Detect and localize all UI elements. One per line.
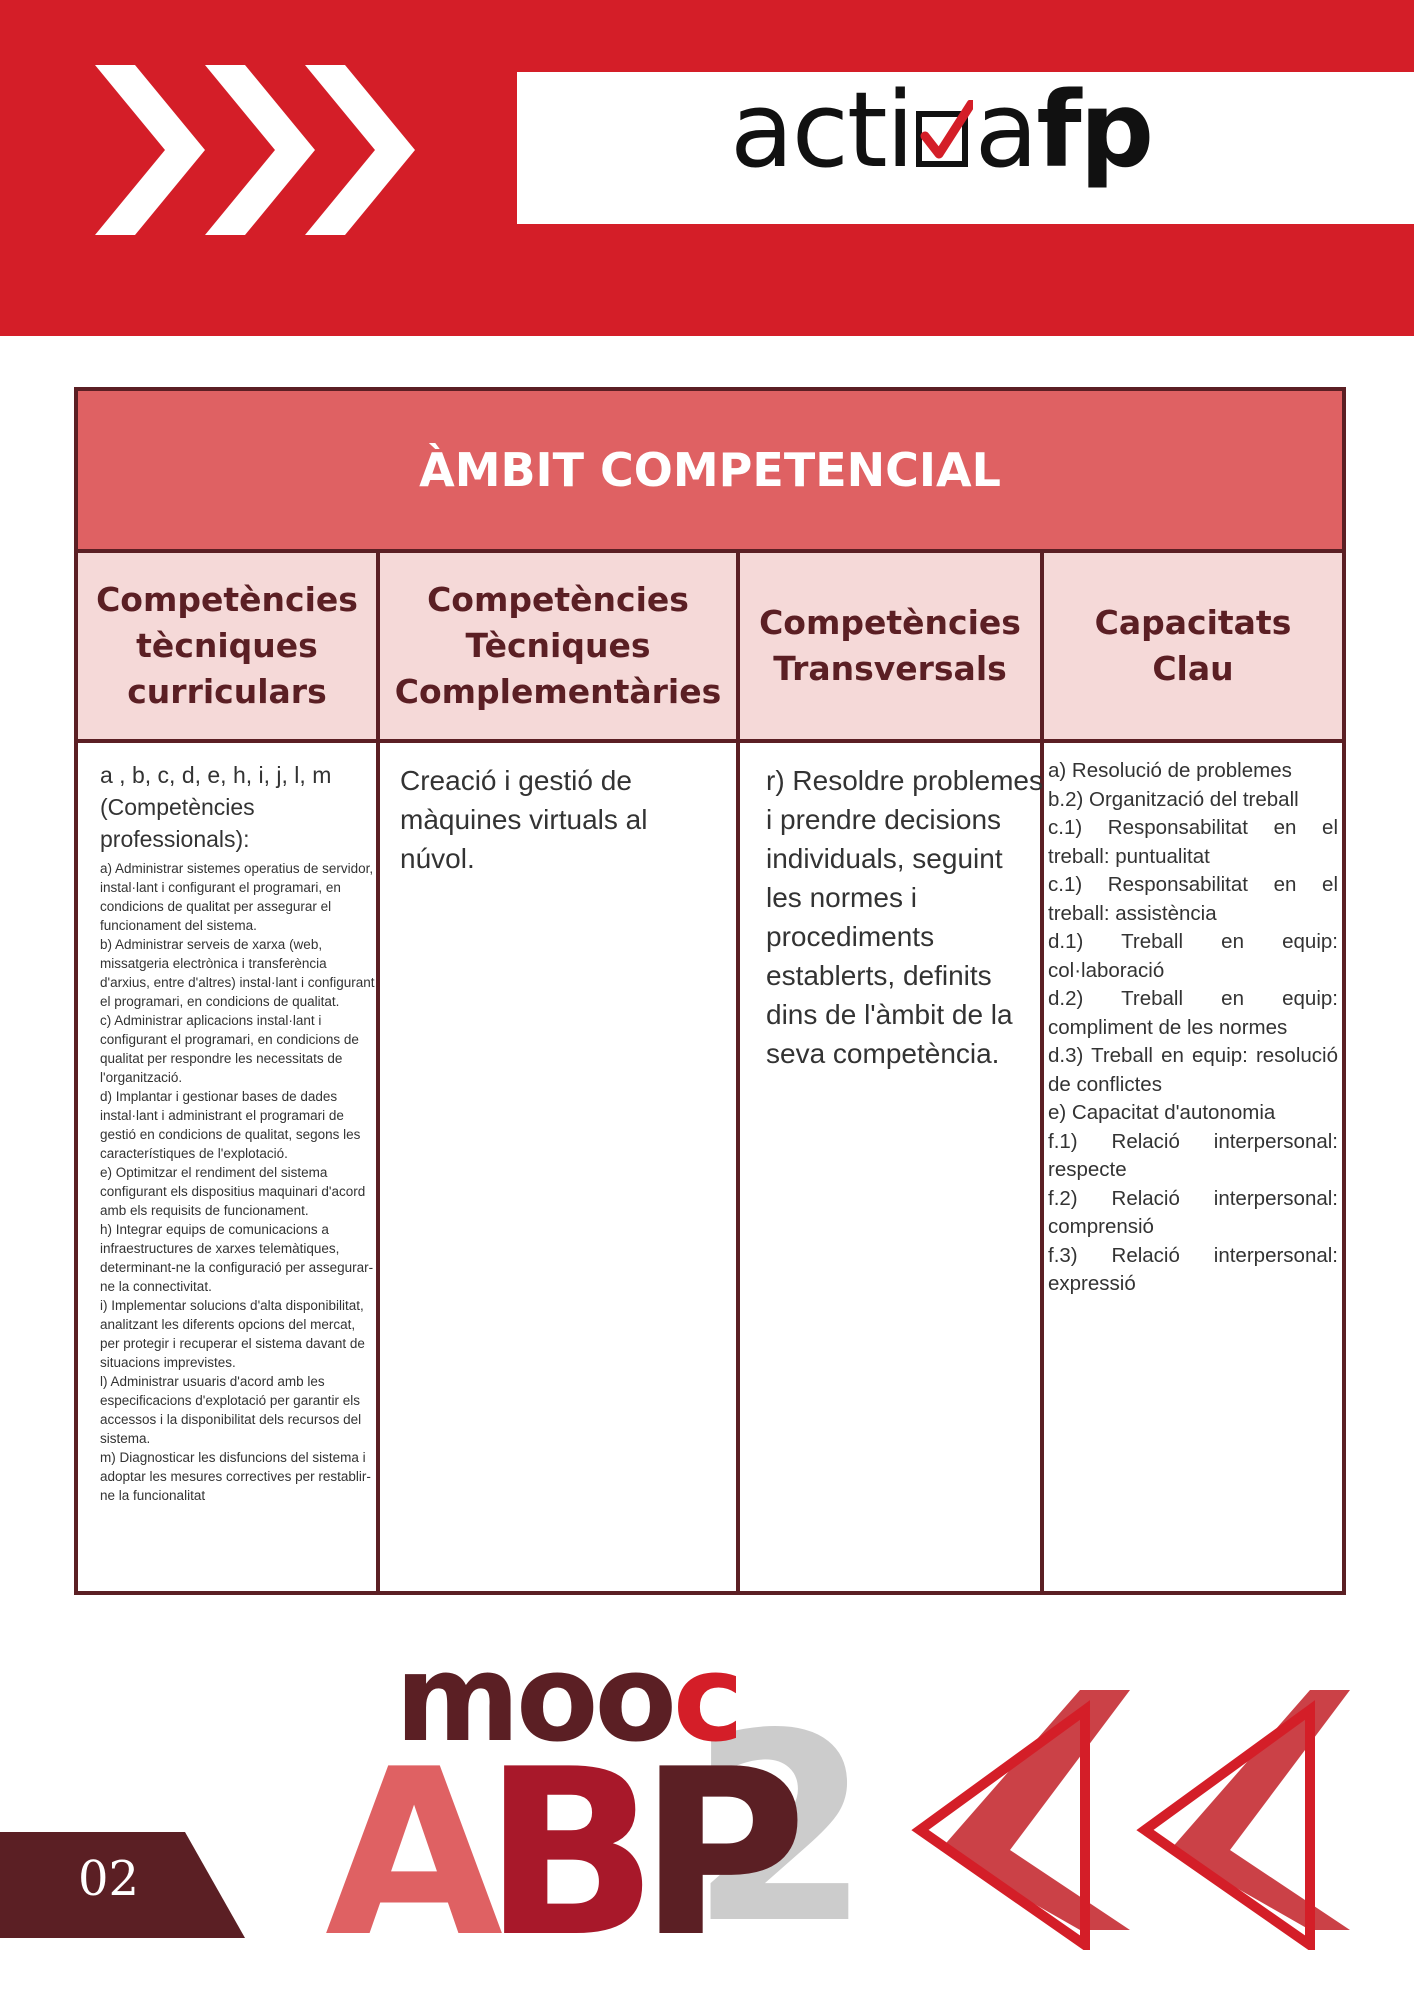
capacity-item: b.2) Organització del treball xyxy=(1048,787,1299,811)
capacity-item: c.1) Responsabilitat en el treball: punt… xyxy=(1048,816,1338,868)
complementary-competencies-cell: Creació i gestió de màquines virtuals al… xyxy=(400,765,648,874)
curricular-item: d) Implantar i gestionar bases de dades … xyxy=(100,1089,361,1161)
curricular-intro: a , b, c, d, e, h, i, j, l, m (Competènc… xyxy=(100,762,332,852)
capacity-item: c.1) Responsabilitat en el treball: assi… xyxy=(1048,873,1338,925)
column-divider xyxy=(736,553,740,1595)
mooc-wordmark: mooc xyxy=(395,1630,744,1769)
curricular-item: c) Administrar aplicacions instal·lant i… xyxy=(100,1013,359,1085)
capacity-item: d.3) Treball en equip: resolució de conf… xyxy=(1048,1044,1338,1096)
curricular-item: i) Implementar solucions d'alta disponib… xyxy=(100,1298,365,1370)
curricular-item: e) Optimitzar el rendiment del sistema c… xyxy=(100,1165,366,1218)
transversal-competencies-cell: r) Resoldre problemes i prendre decision… xyxy=(766,765,1043,1069)
column-header-complementary: Competències Tècniques Complementàries xyxy=(380,553,736,743)
capacity-item: a) Resolució de problemes xyxy=(1048,759,1292,782)
column-header-key-capacities: Capacitats Clau xyxy=(1044,553,1342,743)
column-header-transversal: Competències Transversals xyxy=(740,553,1040,743)
curricular-item: m) Diagnosticar les disfuncions del sist… xyxy=(100,1450,371,1503)
curricular-competencies-cell: a , b, c, d, e, h, i, j, l, m (Competènc… xyxy=(100,759,378,1505)
chevron-left-double-icon xyxy=(911,1690,1350,1950)
capacity-item: f.2) Relació interpersonal: comprensió xyxy=(1048,1186,1338,1239)
abp-wordmark: ABP xyxy=(325,1721,807,1988)
curricular-item: l) Administrar usuaris d'acord amb les e… xyxy=(100,1374,362,1446)
key-capacities-cell: a) Resolució de problemes b.2) Organitza… xyxy=(1048,757,1338,1299)
page-number-tab xyxy=(0,1832,245,1938)
activa-fp-logo: acti afp xyxy=(730,69,1154,191)
abp-number: 2 xyxy=(690,1679,871,1981)
curricular-item: h) Integrar equips de comunicacions a in… xyxy=(100,1222,374,1294)
competency-table: ÀMBIT COMPETENCIAL Competències tècnique… xyxy=(74,387,1346,1595)
curricular-item: a) Administrar sistemes operatius de ser… xyxy=(100,861,374,933)
capacity-item: d.1) Treball en equip: col·laboració xyxy=(1048,930,1338,982)
chevron-right-triple-icon xyxy=(95,65,415,235)
curricular-item: b) Administrar serveis de xarxa (web, mi… xyxy=(100,937,375,1009)
table-title: ÀMBIT COMPETENCIAL xyxy=(78,391,1342,553)
capacity-item: f.1) Relació interpersonal: respecte xyxy=(1048,1129,1338,1182)
checkbox-check-icon xyxy=(915,100,973,167)
capacity-item: e) Capacitat d'autonomia xyxy=(1048,1101,1276,1124)
column-divider xyxy=(376,553,380,1595)
page-number: 02 xyxy=(78,1851,140,1907)
column-header-curricular: Competències tècniques curriculars xyxy=(78,553,376,743)
capacity-item: f.3) Relació interpersonal: expressió xyxy=(1048,1243,1338,1296)
capacity-item: d.2) Treball en equip: compliment de les… xyxy=(1048,987,1338,1039)
column-divider xyxy=(1040,553,1044,1595)
